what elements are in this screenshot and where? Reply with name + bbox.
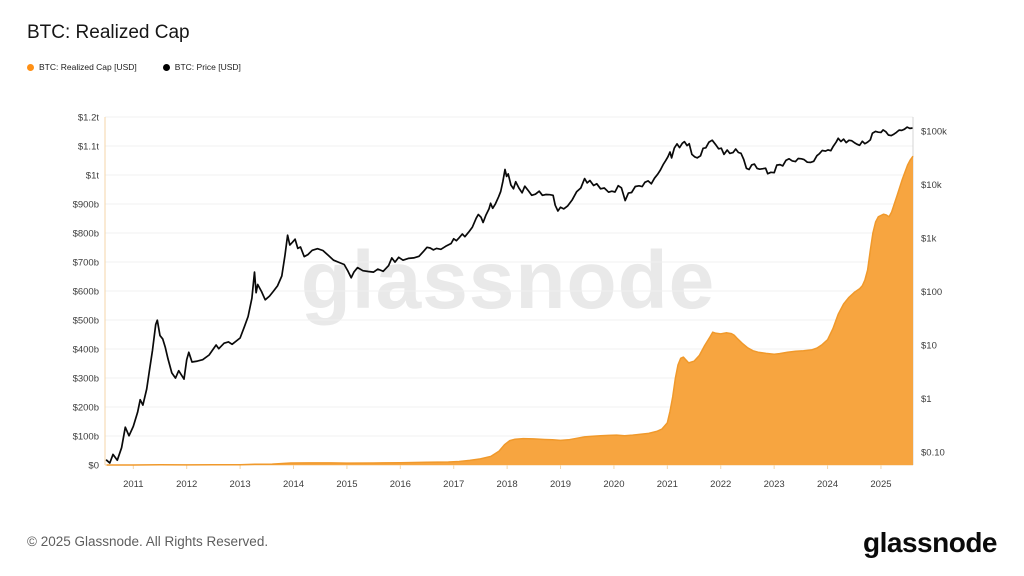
axis-tick-label: 2022 (710, 479, 731, 490)
axis-tick-label: 2012 (176, 479, 197, 490)
axis-tick-label: $200b (73, 403, 99, 414)
axis-tick-label: $300b (73, 374, 99, 385)
axis-tick-label: 2024 (817, 479, 838, 490)
realized-cap-area-series (106, 156, 914, 465)
axis-tick-label: $1.2t (78, 113, 99, 124)
page-title: BTC: Realized Cap (27, 22, 190, 43)
realized-cap-series-dot-icon (27, 63, 34, 71)
axis-tick-label: $1t (86, 171, 100, 182)
left-axis-labels: $0 $100b $200b $300b $400b $500b $600b $700b $80… (73, 113, 100, 472)
price-line-series (105, 126, 913, 464)
right-axis-labels: $0.10 $1 $10 $100 $1k $10k $100k (921, 127, 947, 459)
axis-tick-label: 2019 (550, 479, 571, 490)
axis-tick-label: 2025 (870, 479, 891, 490)
axis-tick-label: 2018 (497, 479, 518, 490)
legend-label-realized-cap: BTC: Realized Cap [USD] (39, 62, 137, 72)
legend-item-realized-cap[interactable]: BTC: Realized Cap [USD] (27, 62, 137, 72)
axis-tick-label: 2020 (603, 479, 624, 490)
axis-tick-label: 2013 (230, 479, 251, 490)
x-axis-labels: 2011 2012 2013 2014 2015 2016 2017 2018 2019 2020… (123, 479, 891, 490)
copyright-text: © 2025 Glassnode. All Rights Reserved. (27, 534, 269, 549)
legend-item-price[interactable]: BTC: Price [USD] (162, 62, 241, 72)
axis-tick-label: 2017 (443, 479, 464, 490)
axis-tick-label: $1 (921, 394, 932, 405)
axis-tick-label: $0.10 (921, 447, 945, 458)
axis-tick-label: 2014 (283, 479, 304, 490)
axis-tick-label: $0 (88, 461, 99, 472)
axis-tick-label: $100k (921, 127, 947, 138)
axis-tick-label: $1k (921, 234, 937, 245)
axis-tick-label: $700b (73, 258, 99, 269)
axis-tick-label: 2016 (390, 479, 411, 490)
axis-tick-label: $10 (921, 340, 937, 351)
axis-tick-label: $400b (73, 345, 99, 356)
axis-tick-label: $100 (921, 287, 942, 298)
axis-tick-label: $600b (73, 287, 99, 298)
axis-tick-label: 2021 (657, 479, 678, 490)
price-series-dot-icon (162, 63, 170, 71)
gridlines (105, 116, 913, 437)
axis-tick-label: $900b (73, 200, 99, 211)
axis-tick-label: 2015 (336, 479, 357, 490)
axis-tick-label: $800b (73, 229, 99, 240)
legend-label-price: BTC: Price [USD] (174, 62, 241, 72)
axis-tick-label: 2011 (123, 479, 143, 490)
axis-tick-label: $500b (73, 316, 99, 327)
axis-tick-label: 2023 (764, 479, 785, 490)
glassnode-logo: glassnode (863, 527, 997, 558)
legend: BTC: Realized Cap [USD] BTC: Price [USD] (27, 62, 241, 72)
axis-tick-label: $1.1t (78, 142, 99, 153)
realized-cap-area-outline (106, 155, 914, 466)
axis-tick-label: $10k (921, 180, 942, 191)
glassnode-watermark: glassnode (300, 235, 716, 326)
axis-tick-label: $100b (73, 432, 99, 443)
